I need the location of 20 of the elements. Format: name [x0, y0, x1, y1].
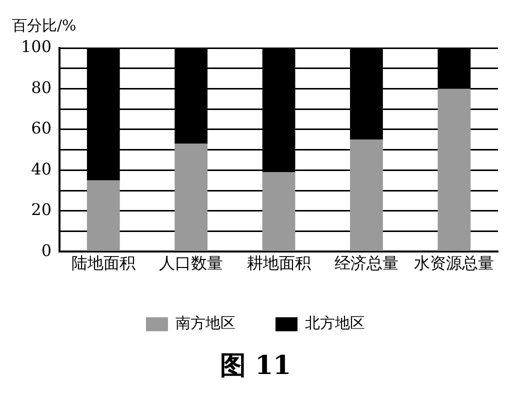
y-tick-label: 60: [31, 118, 52, 138]
bar: [174, 144, 208, 251]
y-tick-label: 80: [31, 78, 52, 97]
y-tick-label: 40: [31, 159, 52, 178]
x-tick-label: 耕地面积: [246, 253, 311, 272]
legend-label: 北方地区: [305, 314, 365, 332]
y-tick-label: 0: [41, 240, 52, 260]
y-axis-title: 百分比/%: [12, 16, 76, 34]
bar: [86, 180, 120, 251]
y-tick-label: 100: [20, 37, 52, 56]
bar: [350, 140, 383, 251]
x-tick-label: 陆地面积: [71, 253, 136, 272]
y-tick-label: 20: [31, 200, 52, 220]
bar: [262, 172, 296, 251]
bar: [438, 88, 471, 251]
text: 图 11: [220, 351, 292, 382]
legend-label: 南方地区: [176, 314, 236, 332]
x-tick-label: 经济总量: [334, 253, 398, 272]
x-tick-label: 水资源总量: [414, 253, 494, 272]
x-tick-label: 人口数量: [159, 253, 224, 272]
